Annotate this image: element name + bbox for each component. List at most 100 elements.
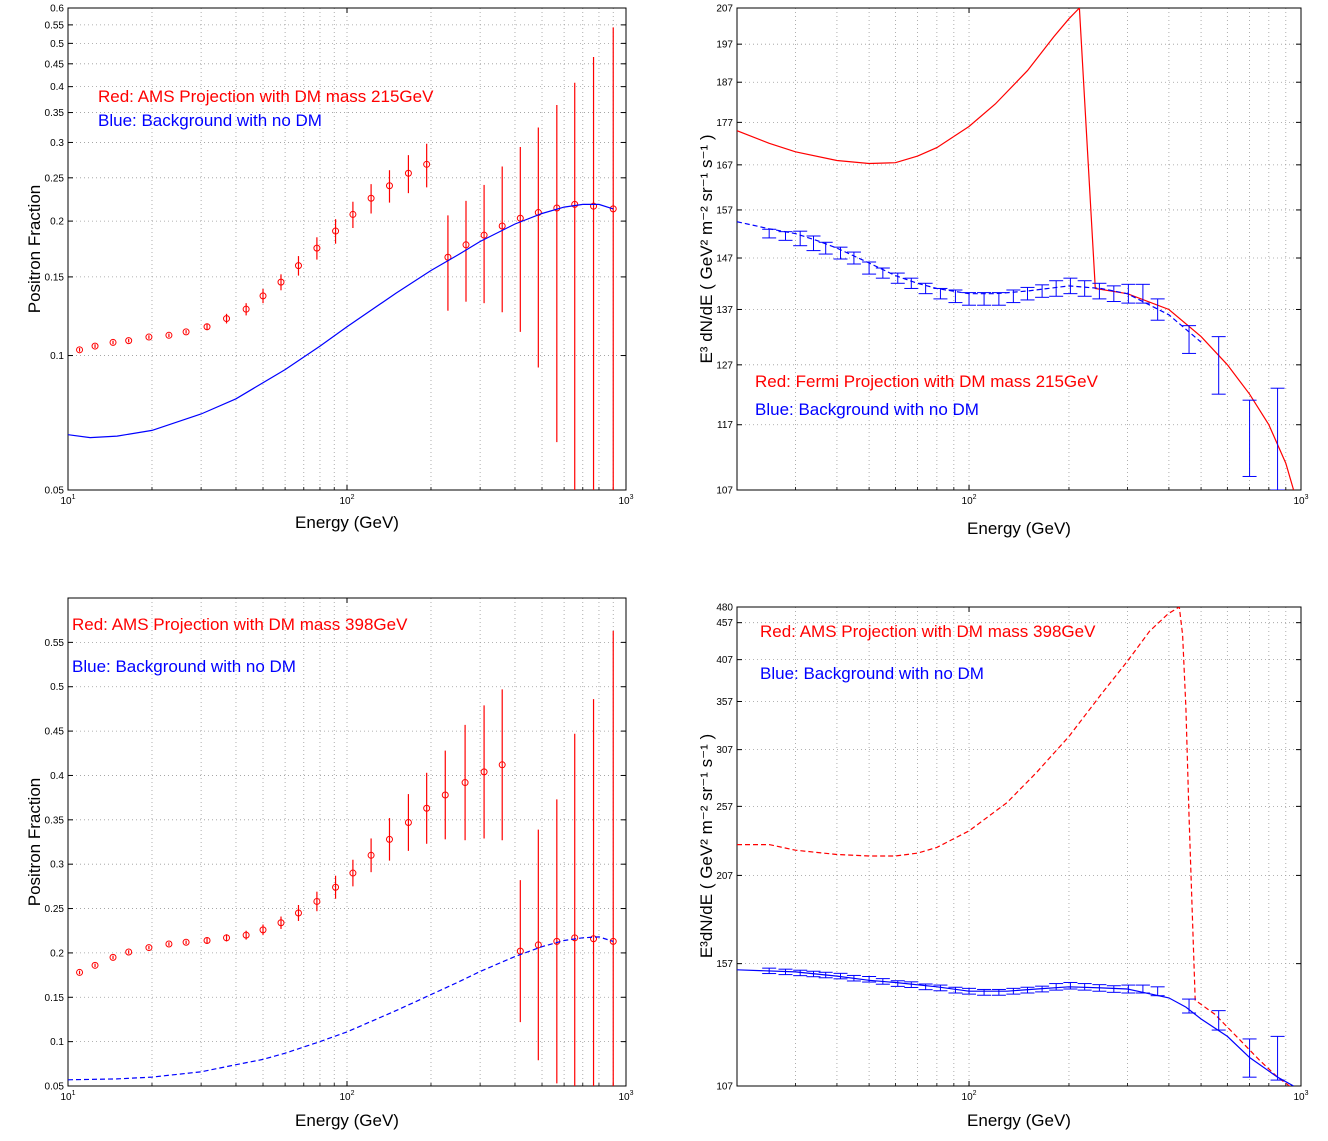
y-tick-label: 0.45: [45, 727, 65, 738]
x-tick-exponent: 3: [1305, 1090, 1309, 1097]
y-tick-label: 0.1: [50, 351, 64, 362]
y-tick-label: 107: [716, 1082, 733, 1093]
y-tick-label: 0.3: [50, 138, 64, 149]
data-point: [203, 323, 211, 331]
x-tick-label: 103: [618, 494, 633, 507]
data-point: [223, 934, 231, 942]
x-tick-exponent: 2: [973, 494, 977, 501]
y-tick-label: 0.1: [50, 1037, 64, 1048]
data-point: [277, 919, 285, 927]
data-point: [516, 214, 524, 222]
data-point: [332, 883, 340, 891]
data-point: [534, 941, 542, 949]
chart-panel-3: 0.05 0.1 0.15 0.2 0.25 0.3 0.35 0.4 0.45 0.5 0.55 1…: [25, 597, 634, 1130]
data-point: [259, 926, 267, 934]
y-tick-label: 0.5: [50, 39, 64, 50]
x-tick-label: 103: [618, 1090, 633, 1103]
x-tick-base: 10: [962, 496, 974, 507]
series-2: [68, 936, 614, 1081]
y-tick-label: 0.35: [45, 108, 65, 119]
grid-lines: [68, 8, 626, 490]
data-point: [609, 205, 617, 213]
x-tick-exponent: 2: [351, 494, 355, 501]
data-point: [498, 761, 506, 769]
x-axis-label: Energy (GeV): [967, 1111, 1071, 1130]
series-1: [76, 27, 617, 490]
data-point: [165, 940, 173, 948]
x-tick-label: 103: [1293, 494, 1308, 507]
x-tick-label: 101: [60, 494, 75, 507]
chart-panel-1: 0.05 0.1 0.15 0.2 0.25 0.3 0.35 0.4 0.45 0.5 0.55 0…: [25, 4, 634, 533]
plot-frame: [736, 7, 1302, 491]
data-point: [91, 342, 99, 350]
y-axis-label: E³dN/dE ( GeV² m⁻² sr⁻¹ s⁻¹ ): [697, 734, 716, 958]
data-point: [145, 333, 153, 341]
y-tick-label: 0.05: [45, 486, 65, 497]
data-point: [91, 961, 99, 969]
y-tick-label: 177: [716, 118, 733, 129]
data-point: [609, 937, 617, 945]
y-tick-label: 0.45: [45, 59, 65, 70]
y-tick-label: 137: [716, 305, 733, 316]
x-tick-base: 10: [60, 496, 72, 507]
data-point: [165, 331, 173, 339]
x-tick-label: 102: [339, 1090, 354, 1103]
grid-lines: [68, 598, 626, 1086]
y-tick-label: 0.55: [45, 20, 65, 31]
y-tick-label: 167: [716, 160, 733, 171]
data-point: [76, 968, 84, 976]
data-point: [498, 222, 506, 230]
legend-entry: Blue: Background with no DM: [755, 400, 979, 419]
data-point: [259, 292, 267, 300]
data-point: [109, 338, 117, 346]
y-tick-label: 197: [716, 40, 733, 51]
y-axis-label: E³ dN/dE ( GeV² m⁻² sr⁻¹ s⁻¹ ): [697, 134, 716, 363]
series-1: [76, 630, 617, 1086]
x-tick-label: 103: [1293, 1090, 1308, 1103]
data-point: [313, 897, 321, 905]
x-axis-label: Energy (GeV): [295, 1111, 399, 1130]
data-point: [242, 305, 250, 313]
series-3: [762, 228, 1285, 490]
data-point: [571, 200, 579, 208]
x-tick-exponent: 1: [72, 494, 76, 501]
series-line: [737, 607, 1291, 1086]
data-point: [223, 315, 231, 323]
y-tick-label: 157: [716, 959, 733, 970]
y-tick-label: 357: [716, 697, 733, 708]
series-2: [737, 969, 1294, 1086]
x-tick-exponent: 3: [630, 494, 634, 501]
y-tick-label: 107: [716, 486, 733, 497]
x-tick-exponent: 2: [973, 1090, 977, 1097]
legend-entry: Blue: Background with no DM: [98, 111, 322, 130]
legend-entry: Red: Fermi Projection with DM mass 215Ge…: [755, 372, 1099, 391]
y-tick-label: 0.3: [50, 860, 64, 871]
data-point: [441, 791, 449, 799]
series-line: [68, 203, 614, 439]
data-point: [332, 227, 340, 235]
plot-area: [68, 630, 617, 1086]
series-1: [737, 607, 1291, 1086]
data-point: [277, 278, 285, 286]
legend-entry: Red: AMS Projection with DM mass 398GeV: [72, 615, 408, 634]
data-point: [385, 835, 393, 843]
plot-area: [737, 607, 1294, 1086]
y-tick-label: 207: [716, 4, 733, 15]
legend-entry: Red: AMS Projection with DM mass 398GeV: [760, 622, 1096, 641]
data-point: [480, 768, 488, 776]
x-tick-label: 101: [60, 1090, 75, 1103]
y-tick-label: 480: [716, 603, 733, 614]
data-point: [294, 909, 302, 917]
series-2: [68, 203, 614, 439]
data-point: [313, 244, 321, 252]
series-3: [762, 967, 1285, 1081]
y-tick-label: 0.15: [45, 272, 65, 283]
data-point: [76, 346, 84, 354]
legend-entry: Blue: Background with no DM: [72, 657, 296, 676]
x-tick-exponent: 3: [630, 1090, 634, 1097]
y-tick-label: 157: [716, 205, 733, 216]
data-point: [294, 262, 302, 270]
x-tick-base: 10: [1293, 1092, 1305, 1103]
